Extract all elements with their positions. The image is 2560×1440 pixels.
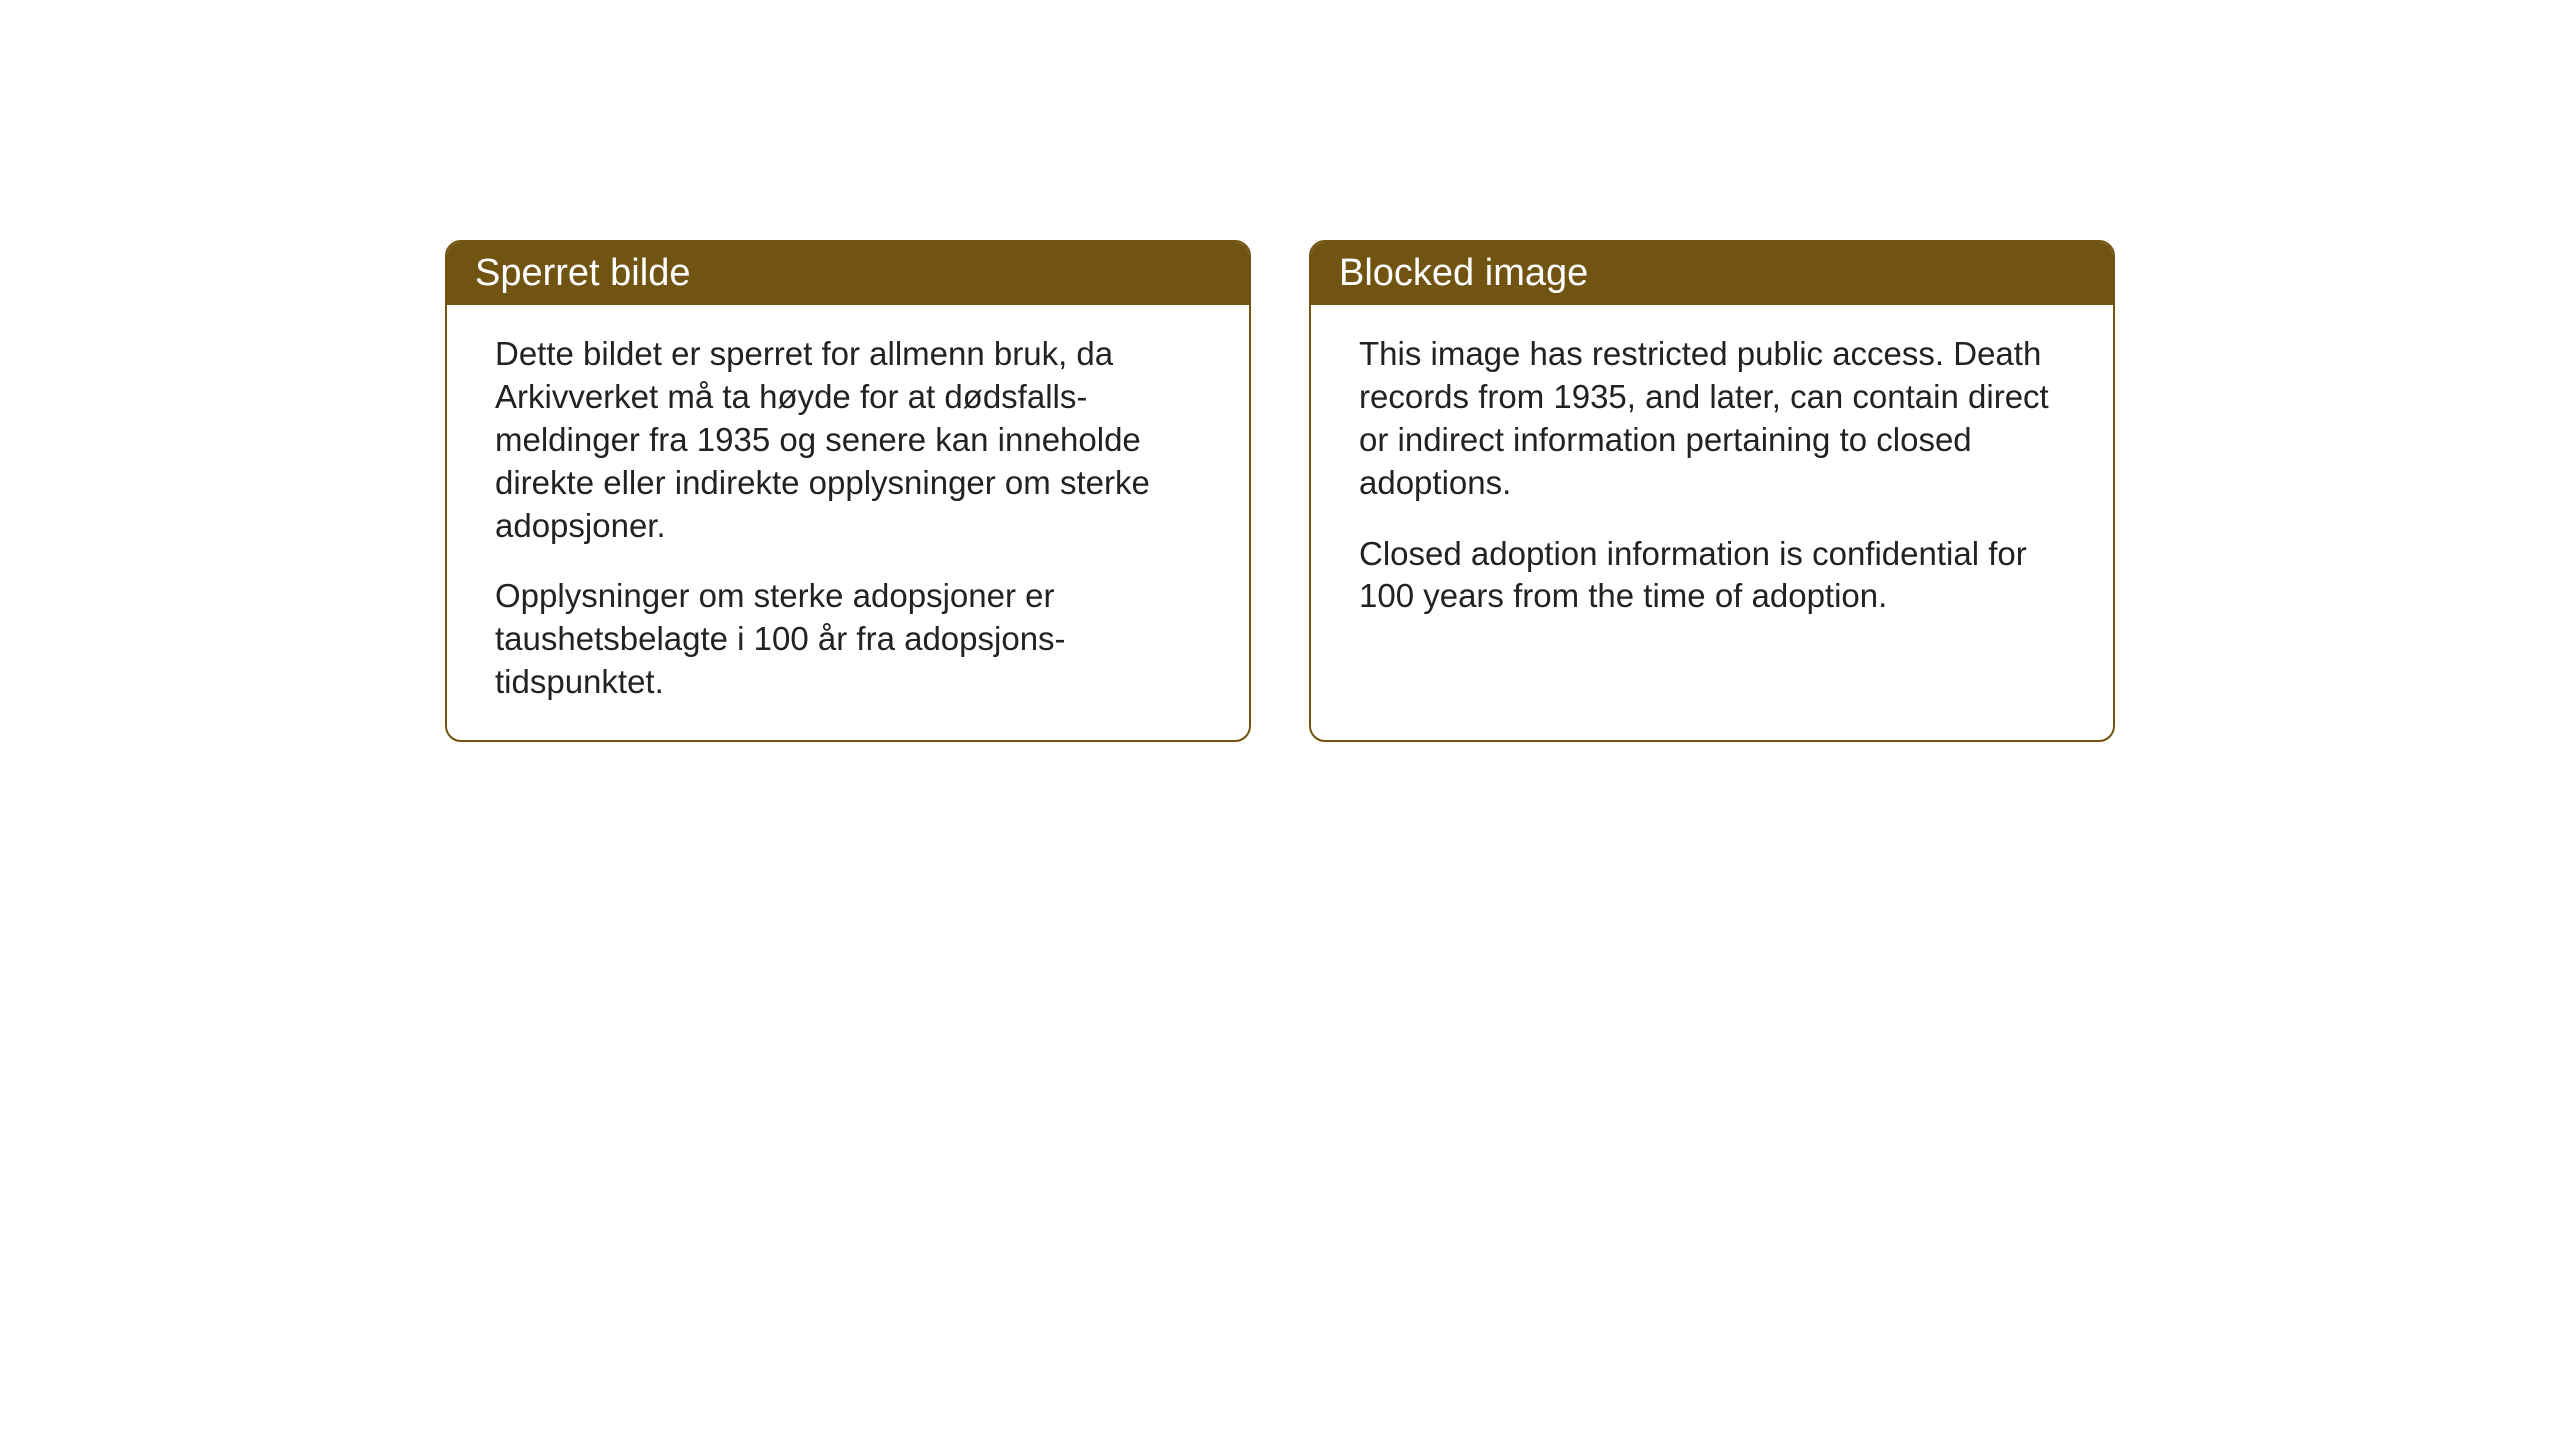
card-norwegian: Sperret bilde Dette bildet er sperret fo… [445,240,1251,742]
card-paragraph-norwegian-1: Dette bildet er sperret for allmenn bruk… [495,333,1201,547]
cards-container: Sperret bilde Dette bildet er sperret fo… [445,240,2115,742]
card-paragraph-norwegian-2: Opplysninger om sterke adopsjoner er tau… [495,575,1201,704]
card-english: Blocked image This image has restricted … [1309,240,2115,742]
card-header-english: Blocked image [1311,242,2113,305]
card-title-norwegian: Sperret bilde [475,252,690,294]
card-body-norwegian: Dette bildet er sperret for allmenn bruk… [447,305,1249,740]
card-body-english: This image has restricted public access.… [1311,305,2113,654]
card-header-norwegian: Sperret bilde [447,242,1249,305]
card-paragraph-english-1: This image has restricted public access.… [1359,333,2065,505]
card-paragraph-english-2: Closed adoption information is confident… [1359,533,2065,619]
card-title-english: Blocked image [1339,252,1588,294]
